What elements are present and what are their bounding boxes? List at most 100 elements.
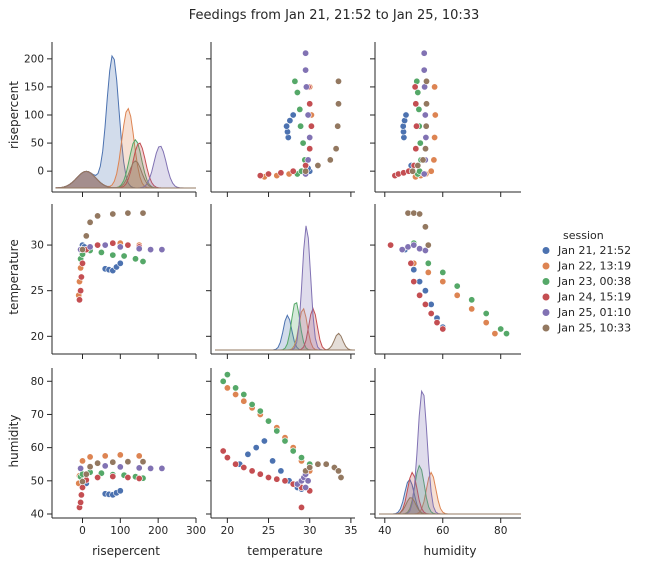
point-4 — [304, 477, 312, 485]
point-4 — [304, 111, 312, 119]
point-1 — [79, 457, 87, 465]
point-3 — [77, 273, 85, 281]
panel-humidity-vs-temperature: 20 25 30 35 temperature — [206, 368, 358, 558]
point-1 — [223, 384, 231, 392]
point-3 — [94, 241, 102, 249]
point-5 — [409, 167, 417, 175]
y-tick-label: 200 — [24, 53, 44, 65]
point-1 — [468, 305, 476, 313]
x-tick-label: 35 — [344, 525, 357, 537]
point-2 — [232, 384, 240, 392]
point-3 — [248, 467, 256, 475]
point-2 — [256, 407, 264, 415]
point-5 — [424, 241, 432, 249]
point-3 — [277, 169, 285, 177]
x-tick-label: 100 — [110, 525, 130, 537]
legend-entry-1: Jan 22, 13:19 — [557, 260, 631, 273]
y-tick-label: 70 — [31, 409, 44, 421]
kde-0 — [379, 478, 521, 515]
point-3 — [421, 300, 429, 308]
legend-title: session — [563, 229, 604, 242]
x-tick-label: 30 — [303, 525, 316, 537]
x-axis-label: risepercent — [92, 544, 160, 558]
point-2 — [109, 251, 117, 259]
panel-humidity-vs-risepercent: 0 100 200 300 40 50 60 70 80 risepercent humidity — [7, 368, 206, 558]
point-0 — [277, 467, 285, 475]
point-5 — [86, 463, 94, 471]
point-3 — [256, 470, 264, 478]
y-axis-label: risepercent — [7, 81, 21, 149]
point-4 — [302, 83, 310, 91]
point-3 — [79, 259, 87, 267]
legend: session Jan 21, 21:52 Jan 22, 13:19 Jan 23… — [542, 229, 631, 335]
point-5 — [94, 459, 102, 467]
point-5 — [414, 162, 422, 170]
point-4 — [306, 134, 314, 142]
point-5 — [419, 156, 427, 164]
point-1 — [135, 452, 143, 460]
point-3 — [410, 278, 418, 286]
point-4 — [77, 464, 85, 472]
point-2 — [424, 259, 432, 267]
legend-entry-0: Jan 21, 21:52 — [557, 244, 631, 257]
point-2 — [296, 105, 304, 113]
point-3 — [289, 167, 297, 175]
point-1 — [424, 268, 432, 276]
legend-marker-0 — [542, 247, 550, 254]
point-3 — [77, 498, 85, 506]
point-0 — [252, 444, 260, 452]
point-3 — [109, 472, 117, 480]
kde-5 — [379, 497, 521, 515]
point-5 — [139, 209, 147, 217]
point-3 — [256, 172, 264, 180]
point-3 — [124, 473, 132, 481]
point-3 — [273, 475, 281, 483]
point-3 — [77, 491, 85, 499]
point-0 — [284, 134, 292, 142]
point-5 — [326, 156, 334, 164]
panel-humidity-vs-humidity: 40 60 80 humidity — [370, 368, 521, 558]
point-5 — [82, 470, 90, 478]
point-1 — [431, 111, 439, 119]
point-2 — [468, 296, 476, 304]
y-tick-label: 20 — [31, 331, 44, 343]
point-4 — [147, 464, 155, 472]
point-3 — [411, 83, 419, 91]
point-1 — [430, 156, 438, 164]
point-5 — [124, 458, 132, 466]
point-0 — [269, 457, 277, 465]
point-0 — [283, 122, 291, 130]
chart-title: Feedings from Jan 21, 21:52 to Jan 25, 1… — [189, 8, 480, 23]
legend-marker-5 — [542, 324, 550, 332]
point-4 — [302, 66, 310, 74]
point-5 — [124, 209, 132, 217]
panel-risepercent-vs-humidity — [370, 42, 521, 197]
point-4 — [135, 245, 143, 253]
y-tick-label: 80 — [31, 376, 44, 388]
point-5 — [404, 209, 412, 217]
point-4 — [420, 170, 428, 178]
point-3 — [223, 454, 231, 462]
point-4 — [420, 66, 428, 74]
point-2 — [248, 400, 256, 408]
y-tick-label: 30 — [31, 240, 44, 252]
kde-5 — [215, 332, 355, 351]
panel-temperature-vs-humidity — [370, 204, 521, 359]
point-2 — [139, 257, 147, 265]
point-4 — [101, 462, 109, 470]
y-axis-label: humidity — [7, 415, 21, 468]
point-3 — [427, 309, 435, 317]
x-axis-label: temperature — [247, 544, 322, 558]
kde-4 — [379, 389, 521, 515]
point-3 — [124, 241, 132, 249]
point-2 — [415, 105, 423, 113]
point-2 — [482, 309, 490, 317]
point-3 — [416, 291, 424, 299]
point-2 — [502, 330, 510, 338]
point-2 — [297, 122, 305, 130]
point-2 — [299, 139, 307, 147]
legend-marker-4 — [542, 309, 550, 316]
x-tick-label: 80 — [494, 525, 507, 537]
point-5 — [422, 122, 430, 130]
point-5 — [322, 460, 330, 468]
